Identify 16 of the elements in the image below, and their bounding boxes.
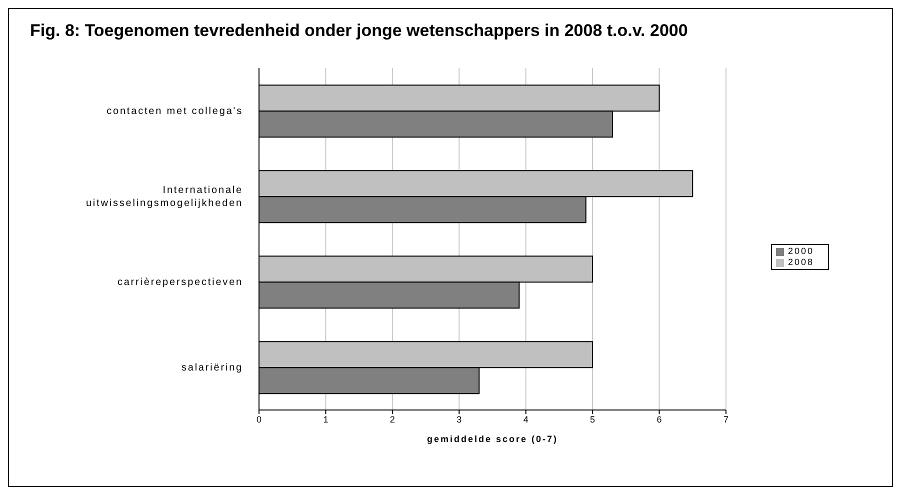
x-tick-label: 4: [523, 414, 528, 424]
x-tick-label: 7: [723, 414, 728, 424]
legend-label: 2008: [788, 257, 814, 267]
y-tick-label: Internationale uitwisselingsmogelijkheden: [86, 184, 243, 208]
x-tick-label: 1: [323, 414, 328, 424]
x-axis-title: gemiddelde score (0-7): [426, 434, 558, 444]
x-tick-label: 5: [590, 414, 596, 424]
x-tick-label: 2: [390, 414, 395, 424]
x-tick-label: 0: [256, 414, 262, 424]
x-tick-label: 3: [456, 414, 462, 424]
y-tick-label: salariëring: [181, 362, 243, 373]
y-tick-label: carrièreperspectieven: [117, 276, 243, 288]
chart-title: Fig. 8: Toegenomen tevredenheid onder jonge wetenschappers in 2008 t.o.v. 2000: [30, 21, 688, 41]
y-tick-label: contacten met collega's: [106, 105, 243, 116]
legend-label: 2000: [788, 246, 814, 256]
x-tick-label: 6: [656, 414, 662, 424]
